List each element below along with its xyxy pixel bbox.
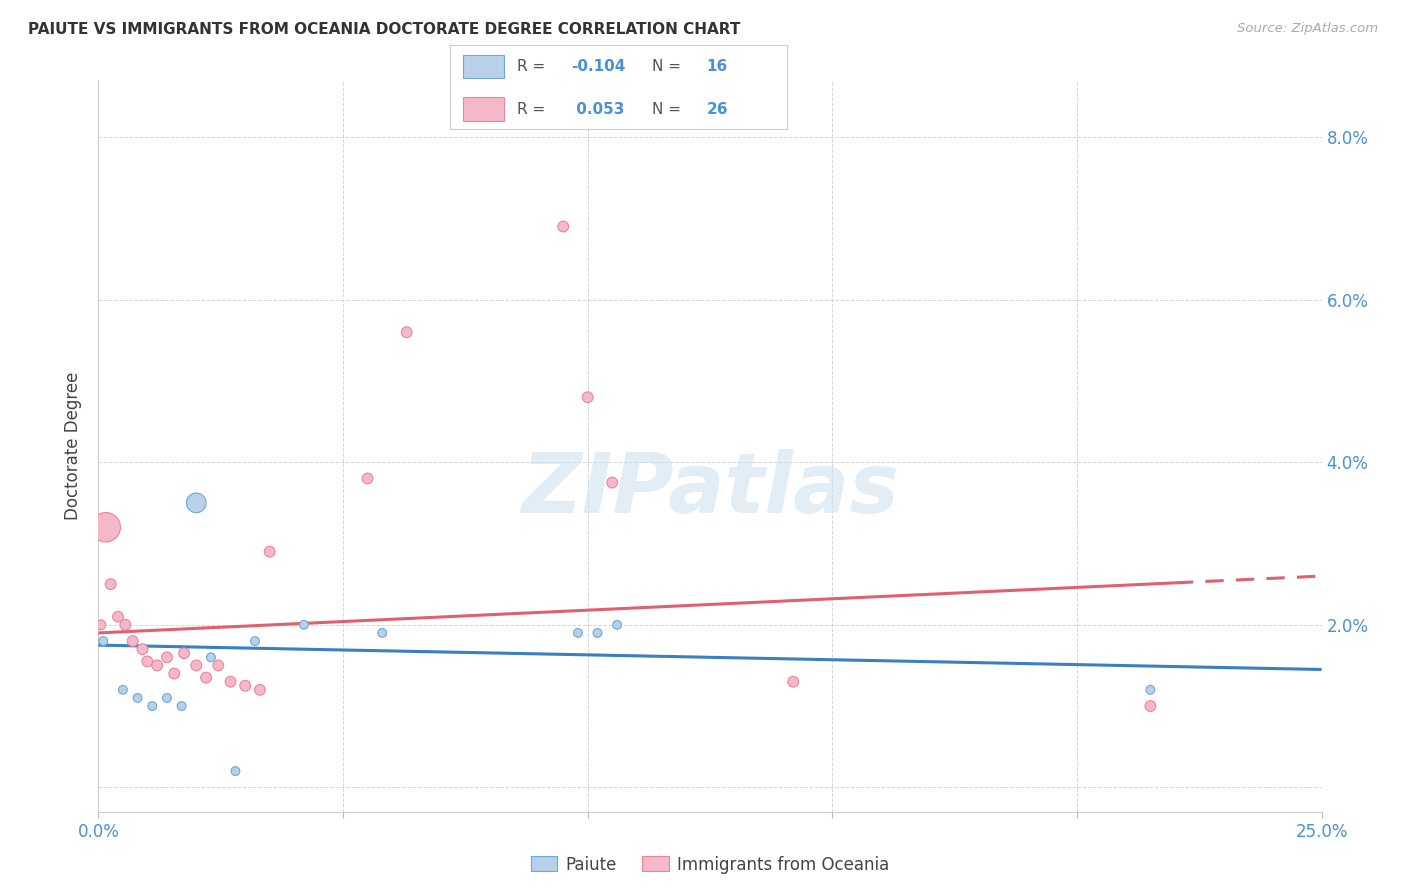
Point [200, 650, 222, 665]
Point [224, 764, 246, 778]
Point [186, 496, 208, 510]
Point [1139, 682, 1161, 697]
Point [243, 634, 266, 648]
Point [156, 650, 179, 665]
Y-axis label: Doctorate Degree: Doctorate Degree [65, 372, 83, 520]
Point [170, 699, 193, 714]
Point [121, 634, 143, 648]
Text: R =: R = [517, 59, 551, 74]
Point [195, 671, 218, 685]
Point [586, 626, 609, 640]
Text: -0.104: -0.104 [571, 59, 626, 74]
Point [114, 617, 136, 632]
Point [567, 626, 589, 640]
Legend: Paiute, Immigrants from Oceania: Paiute, Immigrants from Oceania [524, 849, 896, 880]
Point [90, 617, 112, 632]
Point [782, 674, 804, 689]
Point [219, 674, 242, 689]
Point [146, 658, 169, 673]
Point [107, 609, 129, 624]
Text: 26: 26 [706, 102, 728, 117]
Text: N =: N = [652, 59, 686, 74]
Text: 16: 16 [706, 59, 728, 74]
Point [131, 642, 153, 657]
Point [127, 690, 149, 705]
Point [259, 544, 281, 558]
Point [186, 658, 208, 673]
Point [173, 646, 195, 660]
Point [249, 682, 271, 697]
Point [91, 634, 114, 648]
Point [576, 390, 599, 404]
Point [156, 690, 179, 705]
Text: R =: R = [517, 102, 551, 117]
Point [100, 577, 122, 591]
Point [1139, 699, 1161, 714]
FancyBboxPatch shape [464, 54, 503, 78]
Point [141, 699, 163, 714]
Point [606, 617, 628, 632]
Text: PAIUTE VS IMMIGRANTS FROM OCEANIA DOCTORATE DEGREE CORRELATION CHART: PAIUTE VS IMMIGRANTS FROM OCEANIA DOCTOR… [28, 22, 741, 37]
Point [600, 475, 623, 490]
Point [233, 679, 256, 693]
Point [163, 666, 186, 681]
Text: Source: ZipAtlas.com: Source: ZipAtlas.com [1237, 22, 1378, 36]
Point [136, 654, 159, 668]
FancyBboxPatch shape [464, 97, 503, 120]
Text: 0.053: 0.053 [571, 102, 624, 117]
Point [207, 658, 229, 673]
Point [356, 471, 378, 485]
Point [292, 617, 315, 632]
Text: ZIPatlas: ZIPatlas [522, 450, 898, 531]
Point [553, 219, 575, 234]
Point [371, 626, 394, 640]
Point [395, 325, 418, 339]
Point [111, 682, 134, 697]
Text: N =: N = [652, 102, 686, 117]
Point [94, 520, 117, 534]
